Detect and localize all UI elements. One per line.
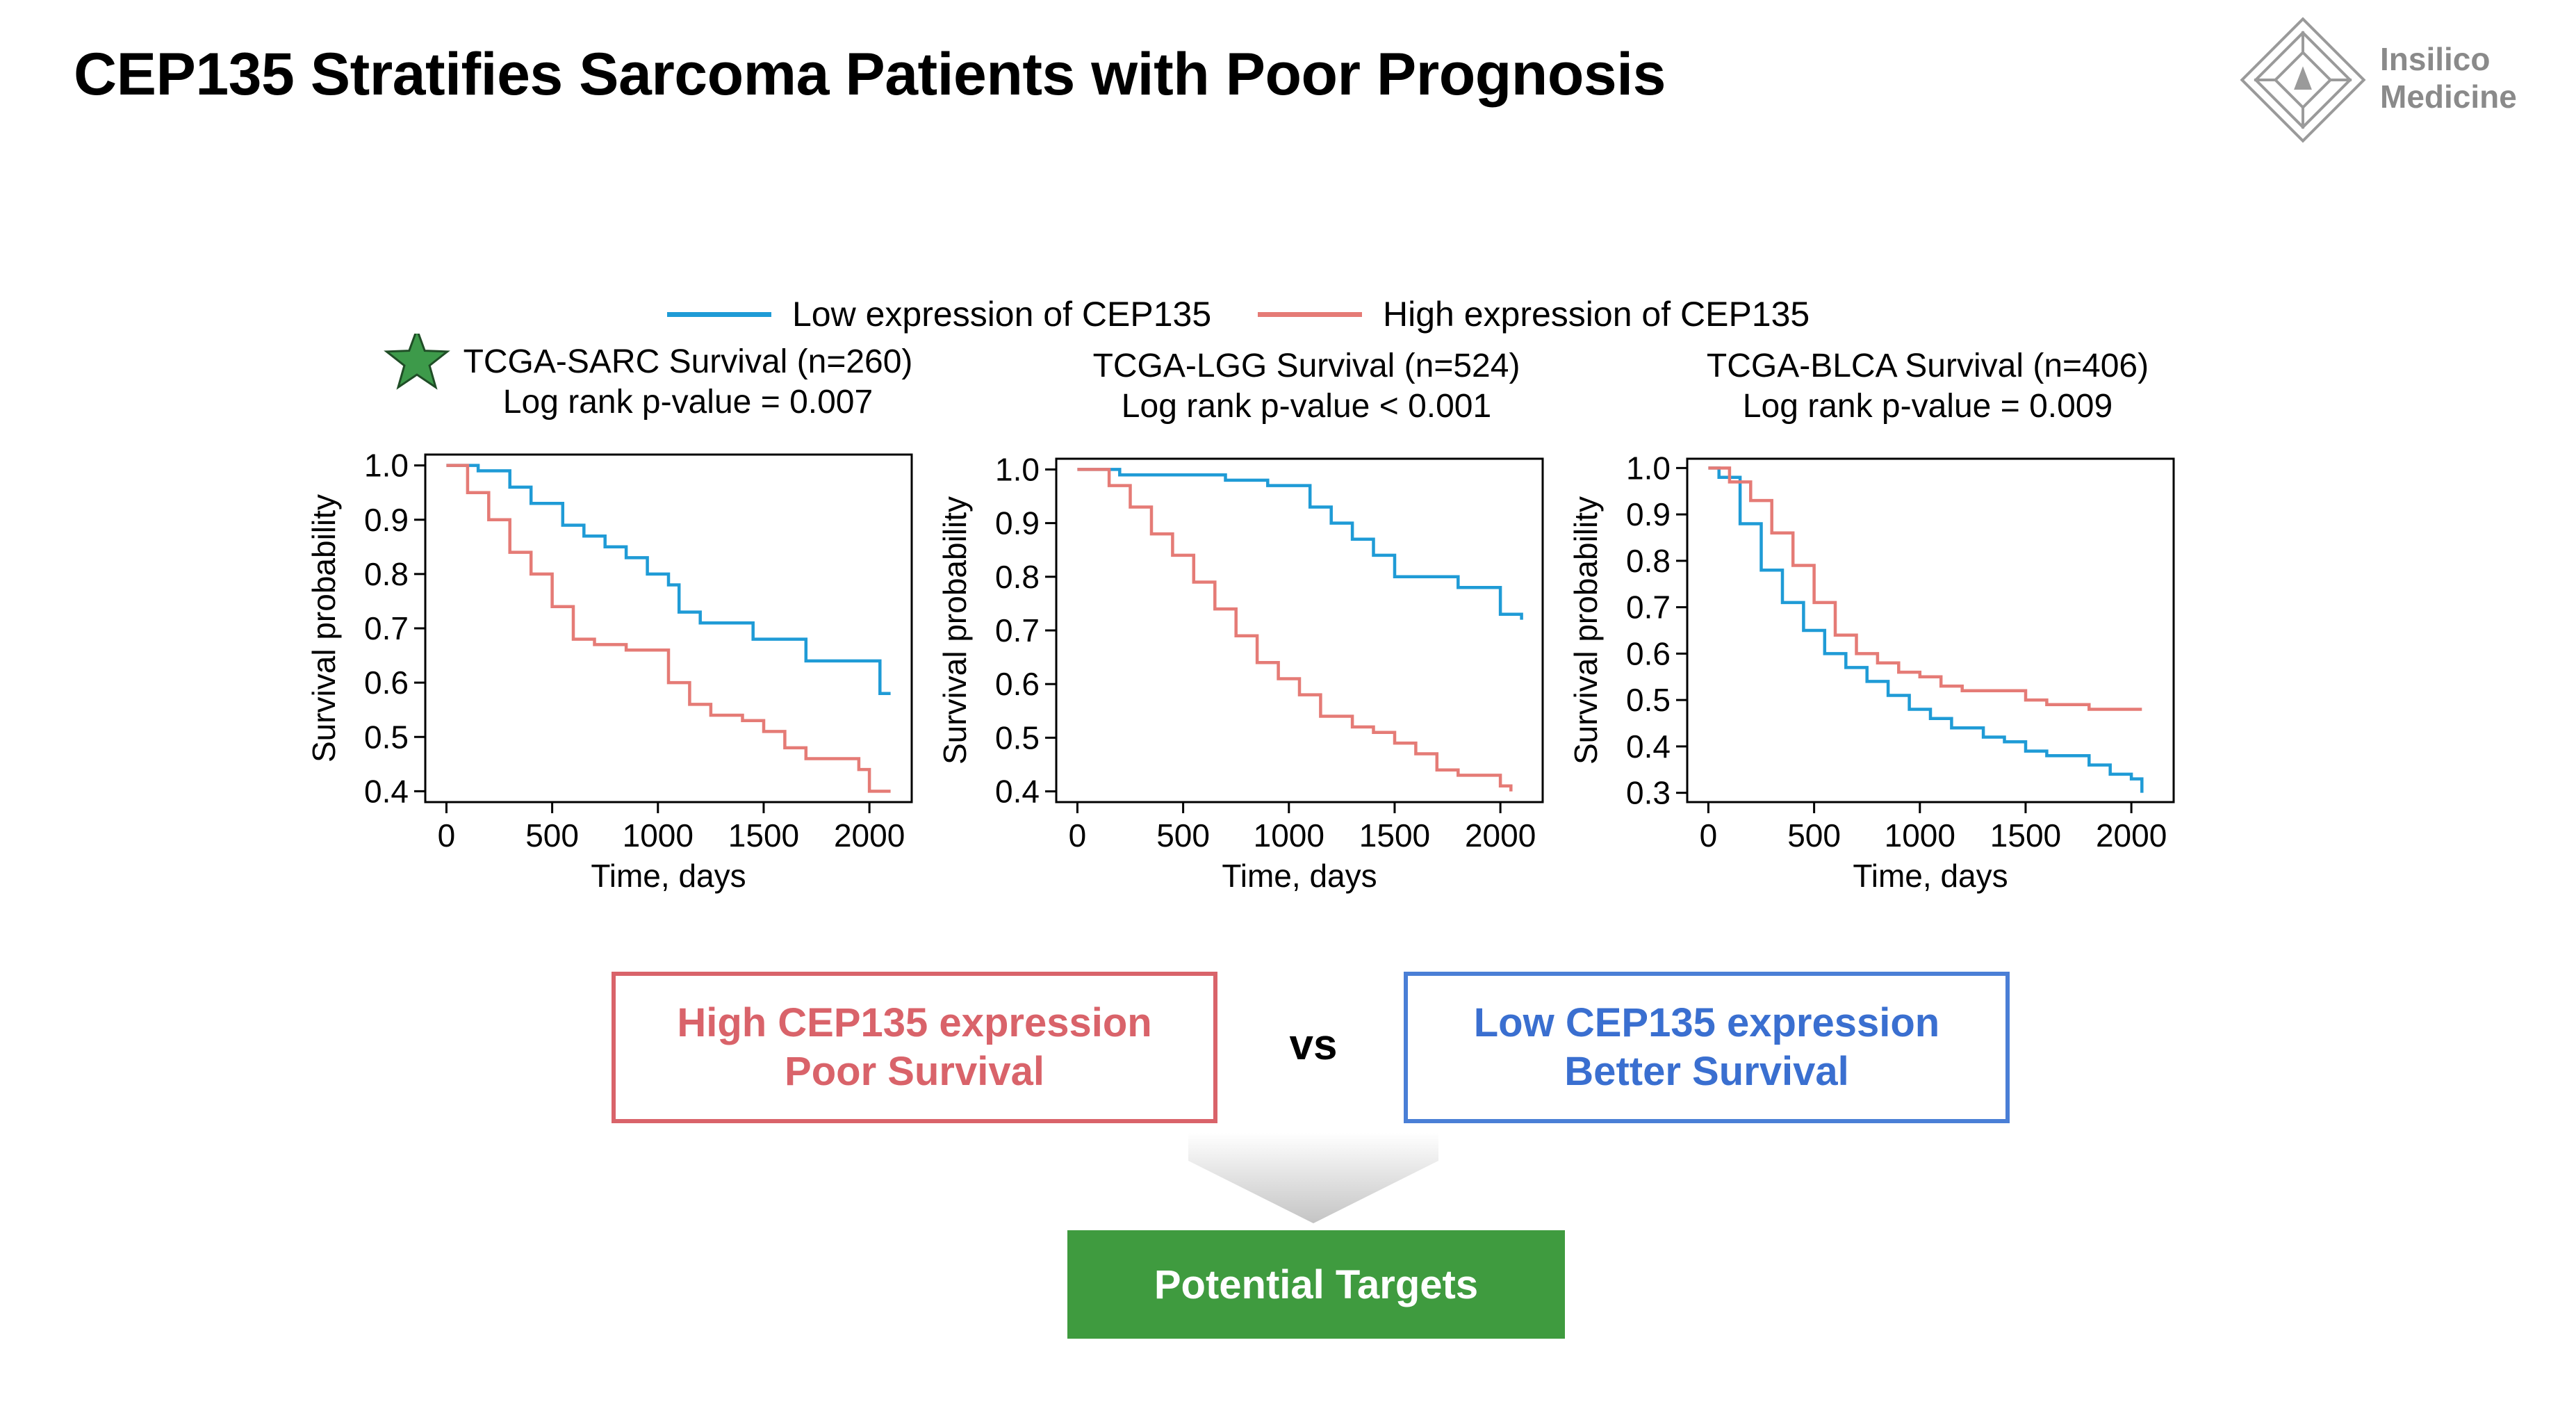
logo-line-1: Insilico: [2380, 41, 2491, 77]
chart-3-ytick-label: 0.6: [1626, 635, 1671, 671]
chart-1-ylabel: Survival probability: [306, 494, 342, 762]
chart-1-xtick-label: 1000: [623, 817, 694, 854]
chart-1-xlabel: Time, days: [591, 858, 746, 894]
low-expression-box: Low CEP135 expression Better Survival: [1404, 972, 2010, 1123]
chart-2-ytick-label: 0.7: [995, 612, 1040, 648]
chart-3-ytick-label: 0.8: [1626, 543, 1671, 579]
chart-2-ylabel: Survival probability: [937, 496, 973, 765]
chart-3-ytick-label: 1.0: [1626, 450, 1671, 486]
chart-3-xtick-label: 1000: [1885, 817, 1955, 854]
chart-2-xtick-label: 2000: [1465, 817, 1536, 854]
chart-3-ytick-label: 0.9: [1626, 496, 1671, 532]
legend-label-high: High expression of CEP135: [1383, 295, 1810, 334]
chart-1-ytick-label: 1.0: [364, 448, 409, 484]
chart-1-title: TCGA-SARC Survival (n=260): [463, 343, 913, 380]
high-expression-box: High CEP135 expression Poor Survival: [612, 972, 1217, 1123]
chart-2-ytick-label: 0.9: [995, 505, 1040, 541]
chart-3-subtitle: Log rank p-value = 0.009: [1743, 388, 2113, 425]
chart-1-subtitle: Log rank p-value = 0.007: [503, 384, 873, 421]
chart-2-series-high: [1077, 468, 1513, 792]
star-icon: [384, 334, 450, 390]
potential-targets-box: Potential Targets: [1067, 1230, 1565, 1339]
chart-1-series-low: [446, 464, 891, 696]
chart-2-title: TCGA-LGG Survival (n=524): [1093, 348, 1520, 384]
legend-swatch-low: [667, 312, 771, 317]
slide-title: CEP135 Stratifies Sarcoma Patients with …: [74, 41, 1666, 108]
chart-1-xtick-label: 0: [438, 817, 456, 854]
chart-3-series-high: [1708, 466, 2142, 711]
chart-2-ytick-label: 0.5: [995, 719, 1040, 756]
chart-3-xtick-label: 0: [1700, 817, 1718, 854]
chart-2-xtick-label: 0: [1069, 817, 1087, 854]
chart-2-xtick-label: 1500: [1359, 817, 1430, 854]
chart-2-ytick-label: 0.6: [995, 666, 1040, 702]
chart-3-xtick-label: 1500: [1990, 817, 2061, 854]
chart-3-ylabel: Survival probability: [1568, 496, 1604, 765]
high-box-line-1: High CEP135 expression: [677, 1000, 1152, 1045]
chart-2-ytick-label: 0.4: [995, 774, 1040, 810]
low-box-line-1: Low CEP135 expression: [1473, 1000, 1940, 1045]
chart-2-xtick-label: 1000: [1254, 817, 1324, 854]
chart-2-frame: [1055, 457, 1544, 803]
chart-3-xlabel: Time, days: [1853, 858, 2008, 894]
chart-3-series-low: [1708, 466, 2144, 793]
chart-1-ytick-label: 0.9: [364, 502, 409, 538]
chart-2-xlabel: Time, days: [1222, 858, 1377, 894]
chart-3-ytick-label: 0.7: [1626, 589, 1671, 626]
chart-1-ytick-label: 0.6: [364, 664, 409, 701]
down-arrow-icon: [1188, 1133, 1438, 1223]
chart-1-ytick-label: 0.5: [364, 719, 409, 755]
chart-2-series-low: [1077, 468, 1523, 620]
logo-text: Insilico Medicine: [2380, 40, 2517, 115]
chart-2-xtick-label: 500: [1156, 817, 1210, 854]
chart-3-frame: [1686, 457, 2175, 803]
chart-1-xtick-label: 500: [525, 817, 579, 854]
chart-1-series-high: [446, 464, 891, 793]
chart-3-xtick-label: 500: [1787, 817, 1841, 854]
chart-3-title: TCGA-BLCA Survival (n=406): [1707, 348, 2149, 384]
legend-swatch-high: [1258, 312, 1362, 317]
chart-1-ytick-label: 0.8: [364, 556, 409, 592]
chart-1-xtick-label: 2000: [834, 817, 905, 854]
legend-label-low: Low expression of CEP135: [792, 295, 1212, 334]
survival-charts: TCGA-SARC Survival (n=260) Log rank p-val…: [306, 334, 2175, 894]
chart-3-ytick-label: 0.5: [1626, 682, 1671, 718]
chart-1-ytick-label: 0.4: [364, 773, 409, 809]
chart-2-subtitle: Log rank p-value < 0.001: [1122, 388, 1491, 425]
chart-2-ytick-label: 1.0: [995, 451, 1040, 487]
insilico-diamond-logo-icon: [2240, 17, 2366, 143]
chart-3-ytick-label: 0.4: [1626, 728, 1671, 765]
chart-1-frame: [424, 453, 913, 803]
low-box-line-2: Better Survival: [1564, 1049, 1849, 1094]
chart-1-xtick-label: 1500: [728, 817, 799, 854]
logo-line-2: Medicine: [2380, 79, 2517, 115]
chart-3-xtick-label: 2000: [2096, 817, 2167, 854]
chart-1-ytick-label: 0.7: [364, 610, 409, 646]
vs-label: vs: [1289, 1021, 1338, 1069]
high-box-line-2: Poor Survival: [785, 1049, 1044, 1094]
chart-2-ytick-label: 0.8: [995, 559, 1040, 595]
chart-3-ytick-label: 0.3: [1626, 775, 1671, 811]
